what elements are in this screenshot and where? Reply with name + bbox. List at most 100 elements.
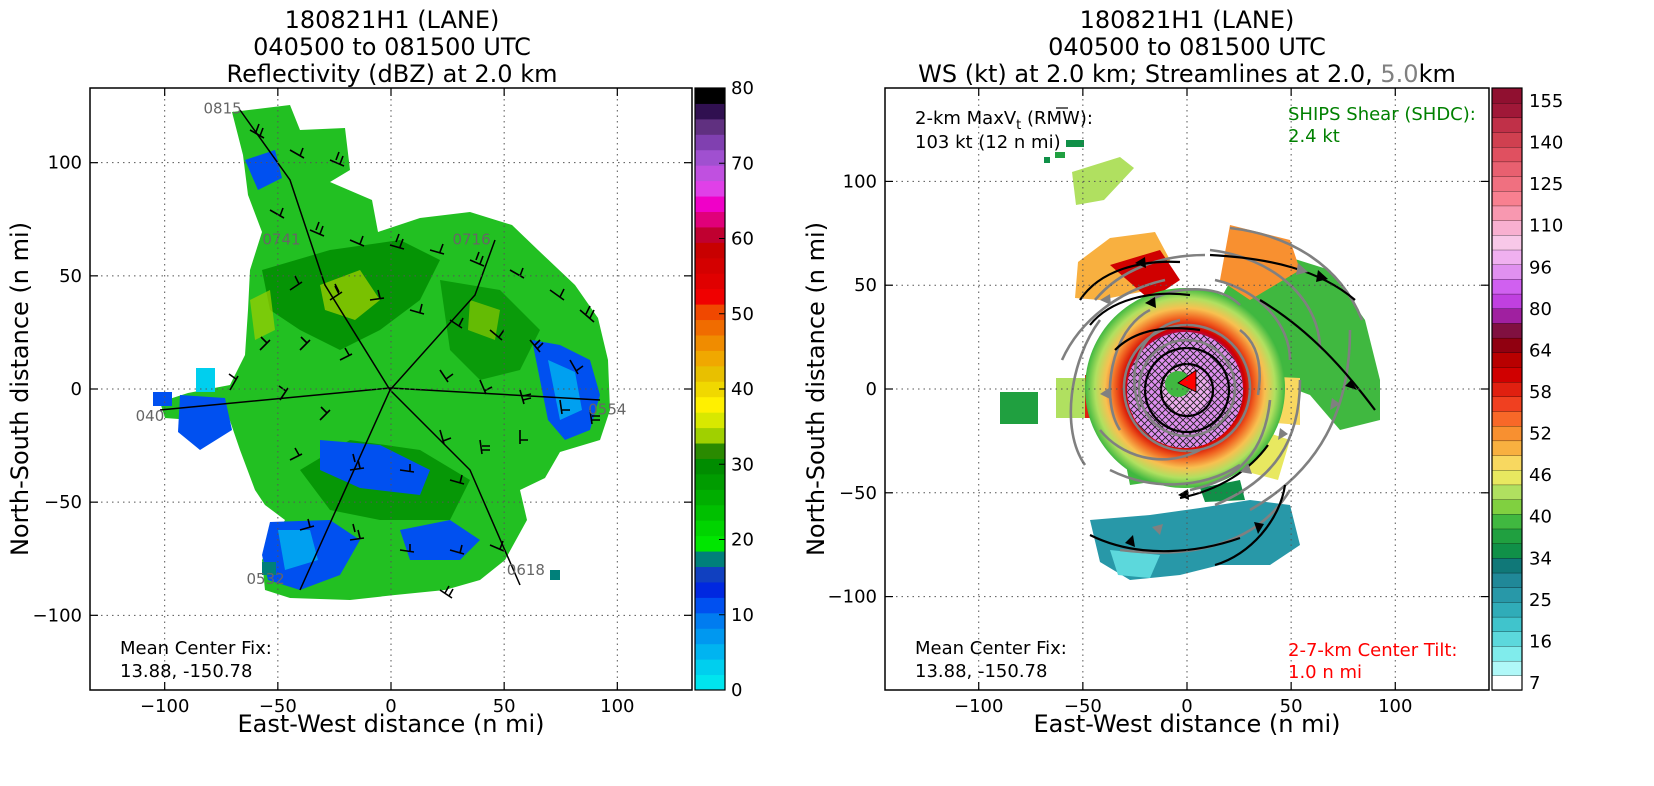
colorbar-swatch (1491, 469, 1523, 486)
colorbar-swatch (695, 597, 725, 614)
colorbar-swatch (695, 211, 725, 228)
colorbar-swatch (695, 504, 725, 521)
flight-leg-time-labels: 0815 0741 0716 040 0554 0532 0618 (136, 99, 627, 588)
colorbar-tick-label: 7 (1529, 673, 1540, 694)
x-tick-label: 50 (493, 696, 516, 717)
y-tick-label: −100 (828, 587, 877, 608)
colorbar-tick-label: 70 (731, 153, 754, 174)
wind-barbs (228, 123, 600, 599)
colorbar-swatch (695, 273, 725, 290)
colorbar-swatch (695, 304, 725, 321)
colorbar-tick-label: 80 (731, 78, 754, 99)
colorbar-tick-label: 16 (1529, 631, 1552, 652)
reflectivity-field (153, 105, 610, 600)
y-tick-label: 0 (866, 379, 877, 400)
colorbar-swatch (1491, 557, 1523, 574)
y-tick-label: −50 (44, 492, 82, 513)
left-gridlines (90, 88, 692, 690)
reflectivity-colorbar: 0 10 20 30 40 50 60 70 80 (694, 78, 754, 701)
colorbar-swatch (695, 489, 725, 506)
left-mean-center-value: 13.88, -150.78 (120, 661, 252, 682)
right-mean-center-value: 13.88, -150.78 (915, 661, 1047, 682)
colorbar-swatch (1491, 205, 1523, 221)
x-tick-label: 100 (1378, 696, 1412, 717)
x-tick-label: −100 (140, 696, 189, 717)
center-tilt-value: 1.0 n mi (1288, 662, 1362, 683)
colorbar-swatch (1491, 528, 1523, 544)
flight-time-label: 0554 (588, 400, 626, 418)
colorbar-swatch (695, 242, 725, 259)
colorbar-tick-label: 20 (731, 530, 754, 551)
colorbar-swatch (1491, 234, 1523, 251)
colorbar-swatch (1491, 102, 1523, 119)
wind-speed-colorbar: 7 16 25 34 40 46 52 58 64 80 96 110 125 140 155 (1491, 87, 1563, 694)
colorbar-tick-label: 110 (1529, 216, 1563, 237)
colorbar-swatch (1491, 278, 1523, 295)
colorbar-tick-label: 80 (1529, 299, 1552, 320)
wind-speed-panel: 180821H1 (LANE) 040500 to 081500 UTC WS … (802, 6, 1563, 738)
colorbar-tick-label: 155 (1529, 91, 1563, 112)
colorbar-swatch (1491, 645, 1523, 662)
colorbar-tick-label: 60 (731, 229, 754, 250)
colorbar-swatch (1491, 190, 1523, 207)
left-y-axis-label: North-South distance (n mi) (6, 222, 34, 556)
colorbar-swatch (695, 365, 725, 382)
colorbar-swatch (695, 643, 725, 660)
left-title-line-2: 040500 to 081500 UTC (253, 33, 531, 61)
flight-time-label: 0741 (262, 231, 300, 249)
colorbar-swatch (695, 196, 725, 212)
left-axis-ticks: −100 −50 0 50 100 −100 −50 0 50 100 (33, 88, 692, 717)
colorbar-swatch (1491, 131, 1523, 148)
colorbar-swatch (695, 103, 725, 120)
colorbar-tick-label: 30 (731, 454, 754, 475)
colorbar-swatch (695, 165, 725, 182)
left-title-line-3: Reflectivity (dBZ) at 2.0 km (227, 60, 558, 88)
left-mean-center-label: Mean Center Fix: (120, 638, 272, 659)
max-vt-text: 2-km MaxV (915, 108, 1017, 129)
colorbar-tick-label: 140 (1529, 133, 1563, 154)
colorbar-tick-label: 50 (731, 304, 754, 325)
colorbar-swatch (695, 257, 725, 274)
x-tick-label: 0 (1181, 696, 1192, 717)
colorbar-tick-label: 52 (1529, 424, 1552, 445)
right-title-main: WS (kt) at 2.0 km; Streamlines at 2.0, (918, 60, 1380, 88)
x-tick-label: −50 (259, 696, 297, 717)
colorbar-swatch (695, 674, 725, 691)
reflectivity-panel: 180821H1 (LANE) 040500 to 081500 UTC Ref… (6, 6, 754, 738)
colorbar-swatch (695, 520, 725, 537)
colorbar-swatch (1491, 366, 1523, 383)
colorbar-swatch (1491, 117, 1523, 133)
right-y-axis-label: North-South distance (n mi) (802, 222, 830, 556)
colorbar-swatch (695, 334, 725, 351)
x-tick-label: 50 (1280, 696, 1303, 717)
colorbar-swatch (695, 134, 725, 151)
x-tick-label: −50 (1064, 696, 1102, 717)
colorbar-swatch (1491, 410, 1523, 427)
colorbar-swatch (1491, 543, 1523, 559)
colorbar-tick-label: 34 (1529, 548, 1552, 569)
max-vt-label: 2-km MaxVt (RMW): (915, 108, 1093, 133)
colorbar-swatch (1491, 616, 1523, 632)
flight-time-label: 0815 (204, 99, 242, 117)
colorbar-swatch (1491, 498, 1523, 515)
colorbar-tick-label: 10 (731, 605, 754, 626)
colorbar-swatch (695, 628, 725, 645)
y-tick-label: 50 (59, 266, 82, 287)
colorbar-swatch (1491, 587, 1523, 603)
colorbar-swatch (1491, 219, 1523, 236)
y-tick-label: 0 (71, 379, 82, 400)
right-mean-center-label: Mean Center Fix: (915, 638, 1067, 659)
colorbar-swatch (1491, 675, 1523, 691)
colorbar-swatch (695, 149, 725, 166)
colorbar-swatch (1491, 337, 1523, 353)
colorbar-swatch (695, 319, 725, 336)
colorbar-swatch (1491, 264, 1523, 280)
colorbar-swatch (695, 118, 725, 135)
colorbar-swatch (1491, 161, 1523, 177)
colorbar-swatch (1491, 381, 1523, 397)
colorbar-swatch (1491, 513, 1523, 530)
colorbar-swatch (695, 581, 725, 598)
x-tick-label: 100 (600, 696, 634, 717)
flight-time-label: 0716 (452, 231, 490, 249)
